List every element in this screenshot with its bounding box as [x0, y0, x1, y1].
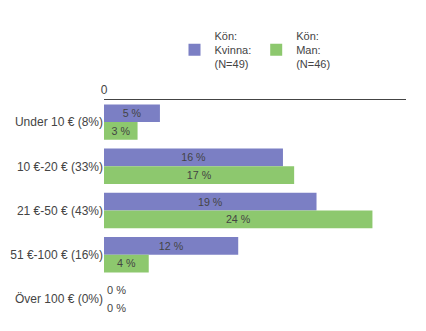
svg-text:24 %: 24 % [226, 213, 251, 225]
svg-text:21 €-50 € (43%): 21 €-50 € (43%) [17, 204, 103, 218]
svg-text:0: 0 [101, 83, 108, 97]
svg-text:Kön:Kvinna:(N=49): Kön:Kvinna:(N=49) [215, 30, 252, 71]
svg-text:4 %: 4 % [117, 257, 136, 269]
svg-text:17 %: 17 % [187, 169, 212, 181]
svg-text:16 %: 16 % [181, 151, 206, 163]
svg-text:0 %: 0 % [107, 284, 126, 296]
svg-text:0 %: 0 % [107, 302, 126, 314]
svg-text:12 %: 12 % [159, 240, 184, 252]
svg-text:Under 10 € (8%): Under 10 € (8%) [15, 115, 103, 129]
svg-text:10 €-20 € (33%): 10 €-20 € (33%) [17, 160, 103, 174]
svg-text:5 %: 5 % [123, 107, 142, 119]
svg-text:3 %: 3 % [111, 125, 130, 137]
svg-text:19 %: 19 % [198, 196, 223, 208]
svg-text:Över 100 € (0%): Över 100 € (0%) [15, 292, 103, 306]
svg-text:Kön:Man:(N=46): Kön:Man:(N=46) [296, 30, 330, 71]
svg-text:51 €-100 € (16%): 51 €-100 € (16%) [10, 248, 103, 262]
